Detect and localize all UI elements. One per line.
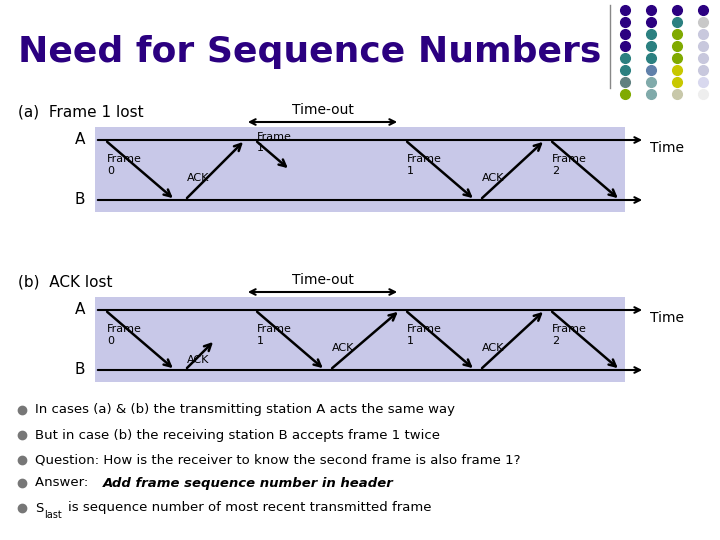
Text: In cases (a) & (b) the transmitting station A acts the same way: In cases (a) & (b) the transmitting stat…: [35, 403, 455, 416]
Text: ACK: ACK: [482, 343, 505, 353]
Text: Frame
1: Frame 1: [257, 324, 292, 346]
Text: Need for Sequence Numbers: Need for Sequence Numbers: [18, 35, 601, 69]
FancyBboxPatch shape: [95, 127, 625, 212]
Text: ACK: ACK: [332, 343, 354, 353]
Text: Time: Time: [650, 311, 684, 325]
Text: Time-out: Time-out: [292, 103, 354, 117]
Text: Frame
1: Frame 1: [407, 154, 442, 176]
Text: A: A: [75, 132, 85, 147]
Text: Question: How is the receiver to know the second frame is also frame 1?: Question: How is the receiver to know th…: [35, 454, 521, 467]
Text: S: S: [35, 502, 43, 515]
Text: But in case (b) the receiving station B accepts frame 1 twice: But in case (b) the receiving station B …: [35, 429, 440, 442]
Text: (b)  ACK lost: (b) ACK lost: [18, 274, 112, 289]
Text: Answer:: Answer:: [35, 476, 96, 489]
Text: Frame
2: Frame 2: [552, 154, 587, 176]
Text: last: last: [44, 510, 62, 520]
Text: A: A: [75, 302, 85, 318]
Text: Frame
1: Frame 1: [257, 132, 292, 153]
FancyBboxPatch shape: [95, 297, 625, 382]
Text: Frame
2: Frame 2: [552, 324, 587, 346]
Text: Time: Time: [650, 141, 684, 155]
Text: Add frame sequence number in header: Add frame sequence number in header: [103, 476, 394, 489]
Text: B: B: [74, 192, 85, 207]
Text: (a)  Frame 1 lost: (a) Frame 1 lost: [18, 105, 143, 119]
Text: ACK: ACK: [187, 355, 210, 365]
Text: Time-out: Time-out: [292, 273, 354, 287]
Text: ACK: ACK: [187, 173, 210, 183]
Text: B: B: [74, 362, 85, 377]
Text: Frame
1: Frame 1: [407, 324, 442, 346]
Text: Frame
0: Frame 0: [107, 154, 142, 176]
Text: ACK: ACK: [482, 173, 505, 183]
Text: is sequence number of most recent transmitted frame: is sequence number of most recent transm…: [68, 502, 431, 515]
Text: Frame
0: Frame 0: [107, 324, 142, 346]
